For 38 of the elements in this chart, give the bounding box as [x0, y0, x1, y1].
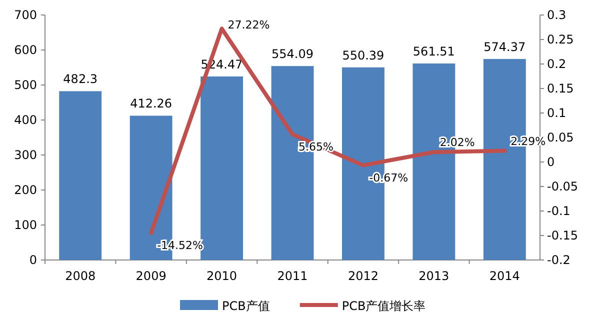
data-label: 574.37	[484, 40, 526, 54]
data-label: 561.51	[412, 44, 455, 58]
y-tick-label: 0	[29, 253, 37, 267]
x-tick-label: 2010	[206, 269, 238, 283]
y-tick-label: 200	[14, 183, 37, 197]
y2-tick-label: -0.1	[547, 204, 570, 218]
y2-tick-label: -0.15	[547, 228, 578, 242]
legend-label: PCB产值	[222, 299, 270, 313]
y2-tick-label: 0.05	[547, 130, 574, 144]
y2-tick-label: 0.2	[547, 57, 566, 71]
y-tick-label: 100	[14, 218, 37, 232]
y2-tick-label: 0.25	[547, 32, 574, 46]
y-tick-label: 700	[14, 8, 37, 22]
y2-tick-label: 0	[547, 155, 555, 169]
x-tick-label: 2012	[348, 269, 378, 283]
y2-tick-label: -0.2	[547, 253, 570, 267]
x-tick-label: 2008	[65, 269, 96, 283]
y2-tick-label: 0.3	[547, 8, 566, 22]
data-label: 550.39	[342, 48, 384, 62]
y-tick-label: 400	[14, 113, 37, 127]
data-label: 412.26	[130, 96, 172, 111]
x-tick-label: 2011	[277, 269, 308, 283]
y-tick-label: 500	[14, 78, 37, 92]
y2-tick-label: 0.15	[547, 82, 574, 96]
data-label: 27.22%	[228, 18, 270, 32]
y2-tick-label: -0.05	[547, 180, 578, 194]
bar	[59, 91, 102, 260]
data-label: 554.09	[272, 47, 314, 62]
y-tick-label: 600	[14, 43, 37, 57]
data-label: 5.65%	[298, 140, 334, 154]
y2-tick-label: 0.1	[547, 106, 566, 120]
data-label: 482.3	[63, 72, 98, 86]
y-tick-label: 300	[14, 148, 37, 162]
legend-label: PCB产值增长率	[342, 299, 426, 313]
x-tick-label: 2013	[418, 269, 450, 283]
bar	[200, 76, 243, 260]
x-tick-label: 2014	[489, 269, 520, 283]
x-tick-label: 2009	[136, 269, 166, 283]
